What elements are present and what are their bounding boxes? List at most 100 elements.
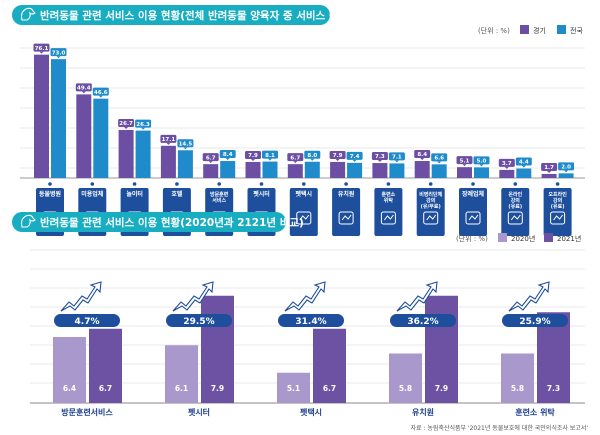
category-card: 유치원 [332, 188, 361, 236]
category-label: 펫시터 [188, 407, 210, 417]
value-label-pointer [504, 166, 509, 169]
value-label-pointer [208, 161, 213, 164]
value-label: 2.0 [561, 165, 571, 171]
bar-gyeonggi [287, 164, 303, 178]
value-label: 7.9 [333, 153, 343, 159]
bar-2021 [313, 328, 346, 403]
bar-national [431, 164, 447, 178]
connector-dot [428, 182, 433, 186]
pet-logo-icon [20, 7, 36, 21]
bar-national [516, 168, 532, 178]
value-label-bg [414, 150, 431, 159]
value-label-pointer [437, 161, 442, 164]
bar-national [177, 150, 193, 178]
connector-dot [48, 182, 52, 186]
value-label: 7.4 [350, 154, 360, 160]
category-label: 훈련소 위탁 [515, 407, 555, 417]
value-label: 8.4 [223, 152, 233, 158]
category-label: 오프라인 [548, 191, 567, 198]
chart-title: 반려동물 관련 서비스 이용 현황(2020년과 2121년 비교) [12, 212, 304, 232]
bar-value: 5.8 [511, 384, 524, 393]
online-lecture-icon [507, 211, 523, 225]
offline-lecture-icon [550, 211, 566, 225]
value-label-bg [329, 150, 346, 159]
value-label-bg [371, 152, 388, 161]
growth-label: 36.2% [407, 317, 438, 327]
growth-label: 4.7% [75, 317, 100, 327]
value-label: 26.7 [119, 121, 133, 127]
icon-detail [510, 214, 521, 221]
value-label: 26.3 [136, 122, 150, 128]
connector-dot [555, 182, 560, 186]
bar-2020 [389, 353, 422, 403]
legend-label: 전국 [570, 26, 583, 35]
bar-national [135, 130, 151, 178]
bar-value: 6.1 [175, 384, 188, 393]
value-label-bg [177, 139, 194, 148]
chart-title: 반려동물 관련 서비스 이용 현황(전체 반려동물 양육자 중 서비스 이용자 … [12, 5, 386, 25]
bar-gyeonggi [330, 161, 346, 178]
icon-shape [380, 211, 396, 225]
title-pill [12, 5, 330, 25]
connector-dot [217, 182, 221, 186]
value-label-pointer [310, 158, 315, 161]
bar-gyeonggi [372, 163, 388, 178]
value-label-bg [558, 162, 575, 171]
growth-label: 29.5% [183, 317, 214, 327]
category-label: 강의 [426, 197, 436, 204]
legend-swatch [520, 25, 529, 34]
category-card: 장례업체 [459, 188, 487, 236]
value-label-bg [33, 43, 50, 52]
trend-arrow-icon [284, 281, 326, 312]
category-label: 펫택시 [296, 190, 313, 198]
value-label: 17.1 [162, 137, 176, 143]
value-label-bg [304, 150, 321, 159]
value-label-pointer [352, 159, 357, 162]
category-label: (유료) [508, 203, 522, 210]
growth-pill [502, 314, 568, 327]
category-label: 펫택시 [300, 407, 322, 417]
value-label: 46.6 [94, 90, 108, 96]
bar-value: 7.9 [211, 384, 224, 393]
bar-value: 7.9 [435, 384, 448, 393]
value-label-bg [118, 118, 135, 127]
bar-value: 5.8 [399, 384, 412, 393]
value-label-pointer [251, 158, 255, 161]
value-label-pointer [81, 91, 86, 94]
value-label-pointer [56, 56, 61, 59]
connector-dot [471, 182, 475, 186]
bar-value: 7.3 [547, 384, 560, 393]
value-label: 7.9 [248, 153, 258, 159]
icon-shape [465, 211, 481, 225]
category-label: 놀이터 [126, 190, 143, 198]
growth-pill [390, 314, 456, 327]
lecture-document-icon [423, 211, 439, 225]
value-label-pointer [420, 158, 425, 161]
bar-national [51, 59, 66, 178]
value-label: 6.7 [206, 155, 216, 161]
trend-arrow-icon [60, 281, 102, 312]
value-label: 7.1 [392, 155, 402, 161]
value-label-pointer [394, 160, 399, 163]
legend-swatch [498, 233, 507, 242]
connector-dot [175, 182, 179, 186]
bar-2021 [89, 328, 122, 403]
value-label-pointer [98, 95, 103, 98]
connector-dot [90, 182, 95, 186]
bar-value: 6.4 [63, 384, 76, 393]
training-dog-icon [380, 211, 396, 225]
pet-logo-icon [20, 214, 36, 228]
connector-dot [132, 182, 137, 186]
growth-label: 25.9% [519, 317, 550, 327]
category-label: 동물병원 [39, 190, 61, 198]
value-label: 7.3 [375, 154, 385, 160]
value-label-pointer [335, 158, 340, 161]
category-label: 방문훈련 [210, 191, 229, 198]
legend-swatch [544, 233, 553, 242]
value-label: 8.4 [417, 152, 427, 158]
value-label: 49.4 [77, 86, 91, 92]
value-label-bg [262, 150, 278, 159]
bar-gyeonggi [160, 145, 176, 178]
bar-2020 [53, 337, 86, 403]
